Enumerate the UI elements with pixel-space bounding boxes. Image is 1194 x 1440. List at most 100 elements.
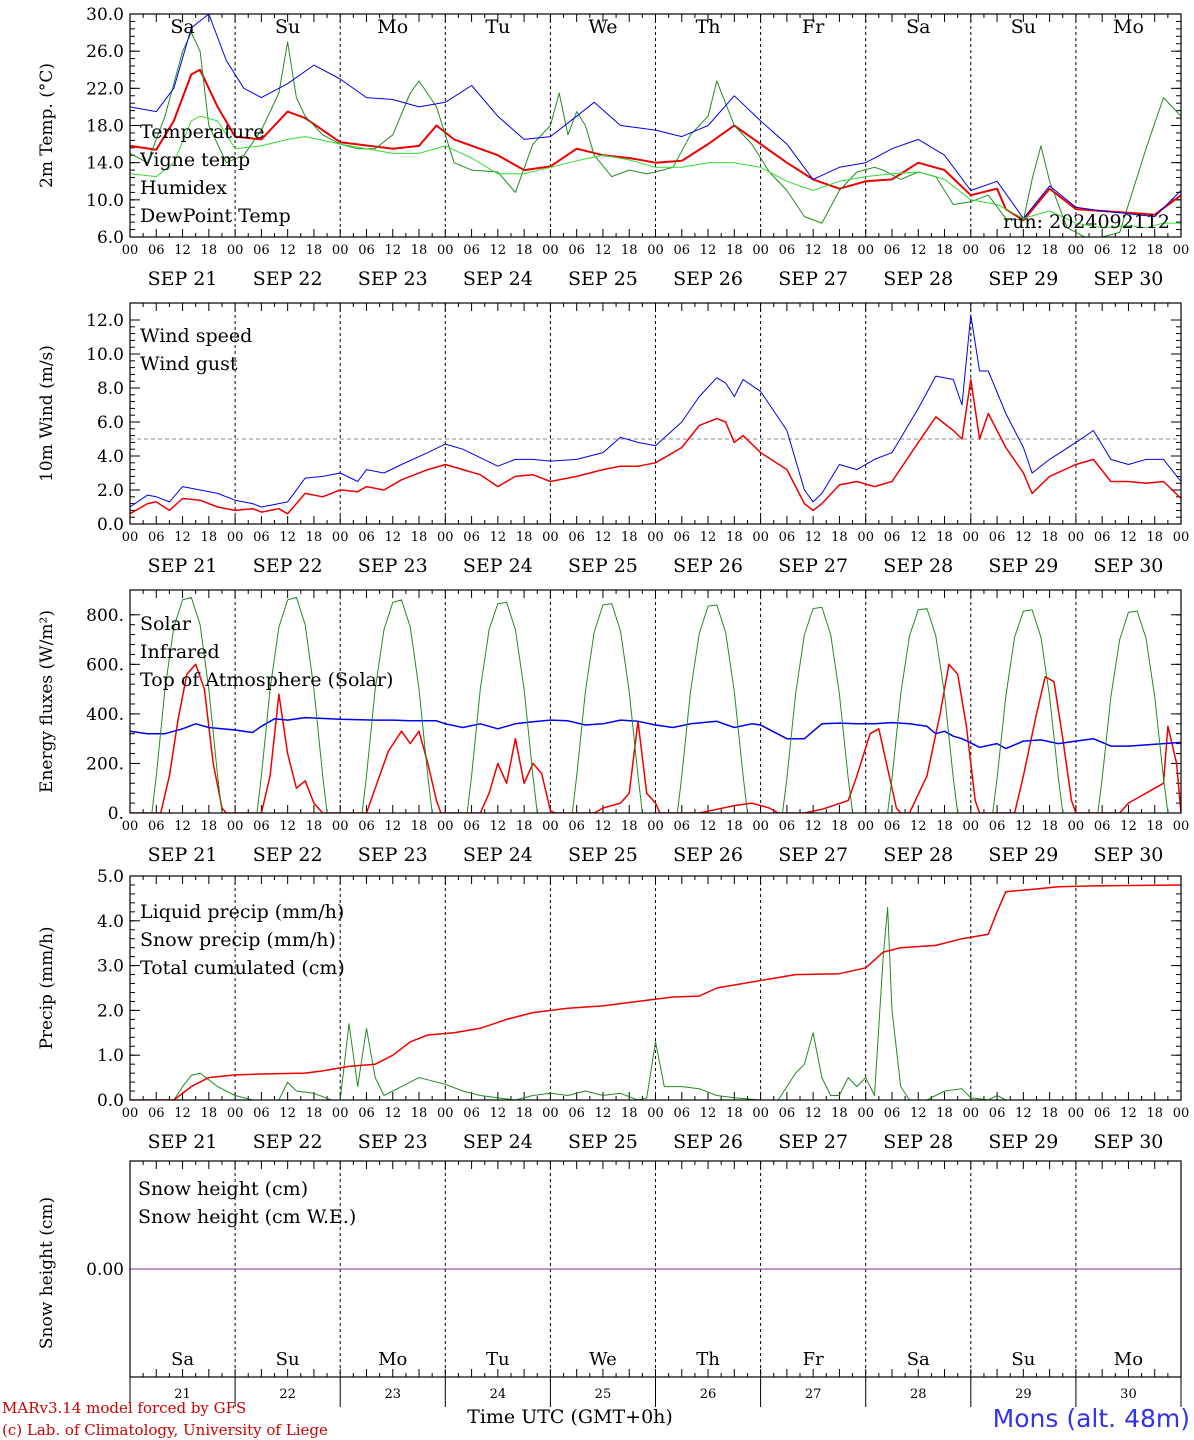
hour-label: 12 (805, 530, 822, 545)
day-name-top: Tu (485, 16, 510, 38)
day-name-top: Su (275, 16, 300, 38)
plot-frame (129, 302, 1182, 525)
panel-2: 0.0 2.0 4.0 6.0 8.0 10.0 12.0 Wind speed Wind gu… (37, 302, 1189, 577)
hour-label: 18 (831, 819, 848, 834)
hour-label: 06 (463, 243, 480, 258)
hour-label: 06 (884, 1106, 901, 1121)
date-label: SEP 25 (568, 268, 638, 290)
hour-label: 06 (253, 819, 270, 834)
day-name-bottom: Th (696, 1349, 720, 1370)
hour-label: 06 (253, 1106, 270, 1121)
hour-label: 18 (411, 1106, 428, 1121)
hour-label: 18 (306, 243, 323, 258)
hour-label: 00 (542, 1106, 559, 1121)
hour-label: 18 (936, 1106, 953, 1121)
hour-label: 18 (936, 819, 953, 834)
hour-label: 18 (201, 1106, 218, 1121)
series-line-3 (130, 596, 1169, 813)
hour-label: 12 (279, 1106, 296, 1121)
date-label: SEP 21 (148, 844, 218, 866)
hour-label: 12 (595, 1106, 612, 1121)
hour-label: 00 (752, 819, 769, 834)
hour-label: 12 (910, 530, 927, 545)
date-label: SEP 25 (568, 1131, 638, 1153)
y-axis-label: Precip (mm/h) (37, 926, 57, 1049)
hour-label: 12 (174, 819, 191, 834)
hour-label: 00 (1068, 243, 1085, 258)
hour-label: 06 (884, 530, 901, 545)
day-name-bottom: Fr (803, 1349, 824, 1370)
run-label: run: 2024092112 (1003, 211, 1170, 233)
legend-entry: Humidex (140, 177, 227, 199)
hour-label: 06 (358, 1106, 375, 1121)
day-name-bottom: Su (276, 1349, 300, 1370)
day-name-top: Mo (1113, 16, 1144, 38)
hour-label: 18 (1041, 819, 1058, 834)
legend-entry: Total cumulated (cm) (140, 957, 345, 979)
hour-label: 00 (437, 819, 454, 834)
series-line-2 (130, 716, 1181, 750)
day-number: 28 (910, 1387, 927, 1402)
hour-label: 12 (910, 819, 927, 834)
legend-entry: Wind speed (140, 325, 252, 347)
day-name-bottom: Sa (907, 1349, 930, 1370)
y-tick-label: 10.0 (86, 345, 124, 365)
hour-label: 06 (148, 819, 165, 834)
y-tick-label: 0. (108, 804, 124, 824)
date-label: SEP 30 (1094, 844, 1164, 866)
day-name-bottom: Sa (171, 1349, 194, 1370)
hour-label: 18 (516, 530, 533, 545)
y-axis-label: Energy fluxes (W/m²) (37, 610, 57, 793)
hour-label: 00 (122, 243, 139, 258)
date-label: SEP 24 (463, 1131, 533, 1153)
date-label: SEP 26 (673, 555, 743, 577)
hour-label: 00 (227, 819, 244, 834)
hour-label: 06 (779, 243, 796, 258)
hour-label: 06 (779, 819, 796, 834)
y-tick-label: 600. (86, 655, 124, 675)
legend-entry: Infrared (140, 641, 220, 663)
hour-label: 12 (1015, 1106, 1032, 1121)
hour-label: 00 (227, 243, 244, 258)
hour-label: 18 (621, 1106, 638, 1121)
panel-3: 0. 200. 400. 600. 800. Solar Infrared Top of At… (37, 589, 1190, 866)
hour-label: 18 (621, 819, 638, 834)
hour-label: 00 (437, 243, 454, 258)
day-name-top: We (588, 16, 617, 38)
y-tick-label: 6.0 (97, 413, 124, 433)
y-tick-label: 14.0 (86, 154, 124, 174)
hour-label: 12 (1120, 1106, 1137, 1121)
y-tick-label: 6.0 (97, 228, 124, 248)
date-label: SEP 30 (1094, 1131, 1164, 1153)
hour-label: 12 (279, 243, 296, 258)
hour-label: 18 (726, 1106, 743, 1121)
series-group (130, 14, 1181, 237)
series-line-1 (130, 378, 1181, 515)
hour-label: 06 (568, 1106, 585, 1121)
hour-label: 00 (963, 530, 980, 545)
legend-entry: Snow precip (mm/h) (140, 929, 336, 951)
hour-label: 00 (1173, 819, 1190, 834)
hour-label: 12 (490, 243, 507, 258)
hour-label: 12 (700, 530, 717, 545)
legend-entry: Top of Atmosphere (Solar) (140, 669, 393, 691)
hour-label: 00 (542, 819, 559, 834)
hour-label: 12 (279, 819, 296, 834)
hour-label: 12 (1015, 530, 1032, 545)
date-label: SEP 22 (253, 1131, 323, 1153)
hour-label: 00 (542, 243, 559, 258)
hour-label: 06 (674, 1106, 691, 1121)
hour-label: 12 (595, 819, 612, 834)
hour-label: 18 (516, 243, 533, 258)
date-label: SEP 23 (358, 1131, 428, 1153)
hour-label: 12 (910, 1106, 927, 1121)
location-title: Mons (alt. 48m) (993, 1404, 1190, 1433)
date-label: SEP 23 (358, 268, 428, 290)
legend-entry: DewPoint Temp (140, 205, 291, 227)
legend-entry: Wind gust (140, 353, 238, 375)
series-line-2 (130, 314, 1181, 508)
hour-label: 12 (384, 819, 401, 834)
y-tick-label: 3.0 (97, 957, 124, 977)
date-label: SEP 29 (988, 268, 1058, 290)
y-tick-label: 10.0 (86, 191, 124, 211)
